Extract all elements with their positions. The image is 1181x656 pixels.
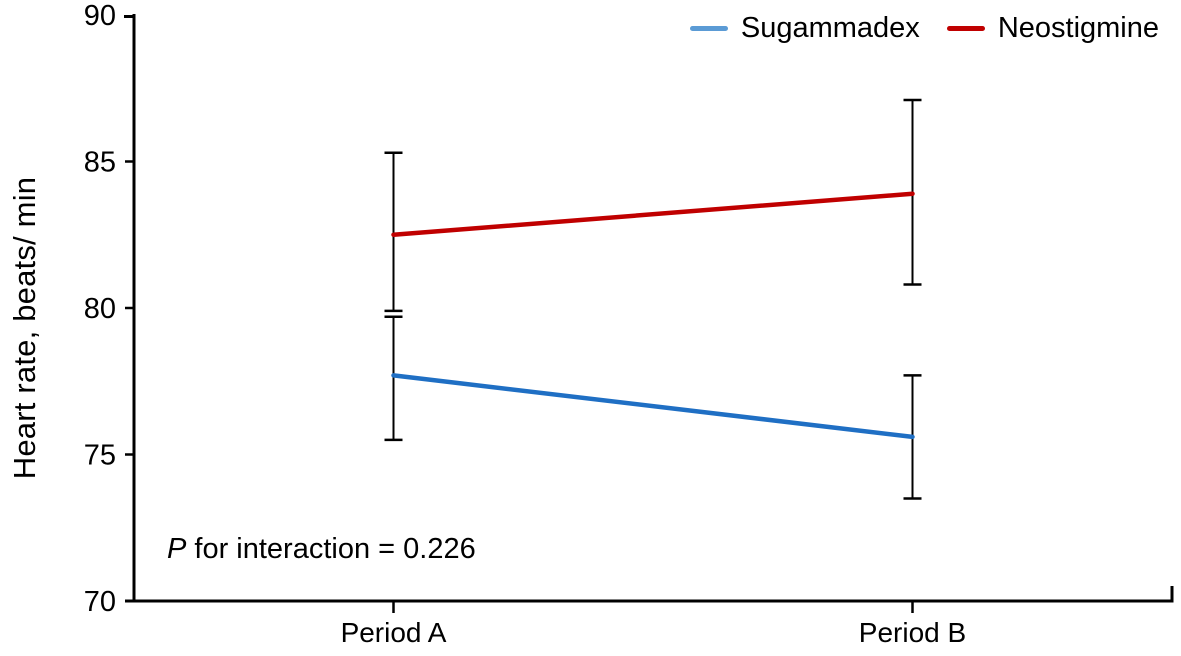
x-category-label: Period B xyxy=(859,617,966,648)
legend-label-sugammadex: Sugammadex xyxy=(740,12,920,44)
y-tick-label: 90 xyxy=(84,0,116,32)
legend-label-neostigmine: Neostigmine xyxy=(997,12,1159,44)
y-tick-label: 80 xyxy=(84,293,116,325)
legend-item-sugammadex: Sugammadex xyxy=(689,12,920,45)
series-line-neostigmine xyxy=(391,191,915,237)
p-annotation-text: for interaction = 0.226 xyxy=(186,533,476,565)
p-value-annotation: P for interaction = 0.226 xyxy=(167,533,476,566)
x-category-label: Period A xyxy=(341,617,447,648)
y-tick-label: 70 xyxy=(84,586,116,618)
series-line-sugammadex xyxy=(391,373,915,440)
p-symbol: P xyxy=(167,533,187,565)
legend-item-neostigmine: Neostigmine xyxy=(946,12,1159,45)
legend: Sugammadex Neostigmine xyxy=(689,12,1159,45)
legend-swatch-sugammadex xyxy=(689,26,728,32)
y-axis-title: Heart rate, beats/ min xyxy=(7,176,42,480)
y-tick-label: 85 xyxy=(84,147,116,179)
y-tick-label: 75 xyxy=(84,440,116,472)
legend-swatch-neostigmine xyxy=(946,26,985,32)
